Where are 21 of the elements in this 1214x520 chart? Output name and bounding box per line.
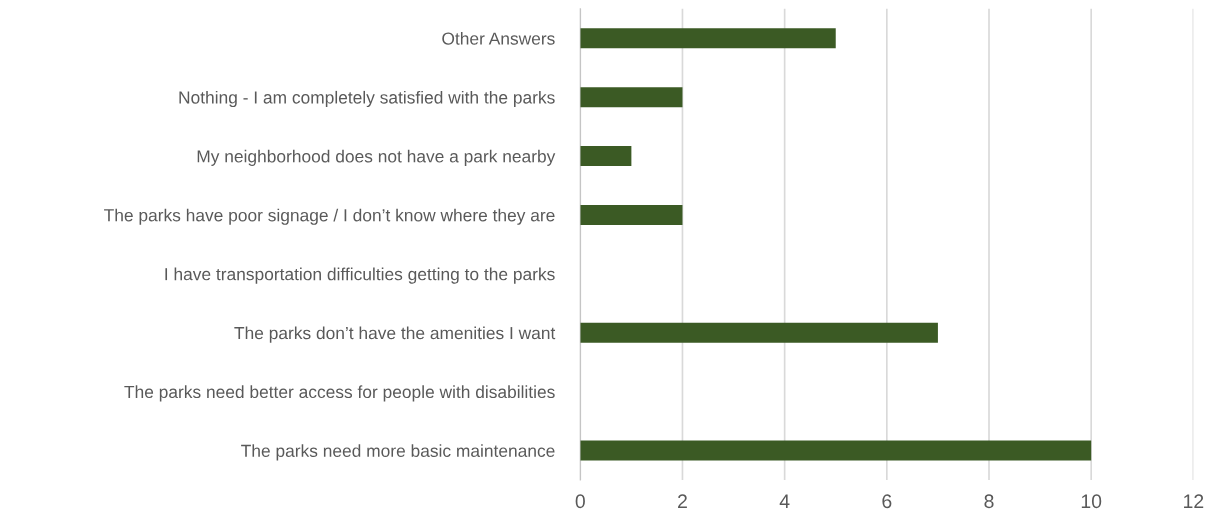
y-tick-label: I have transportation difficulties getting to the parks xyxy=(165,267,555,284)
bar xyxy=(580,87,683,108)
x-tick-label: 12 xyxy=(1184,494,1204,508)
bar xyxy=(580,204,683,225)
x-tick-label: 2 xyxy=(678,494,687,508)
x-tick-label: 10 xyxy=(1081,494,1102,509)
y-tick-label: The parks don’t have the amenities I want xyxy=(234,326,556,343)
y-tick-label: Other Answers xyxy=(442,31,555,45)
x-tick-label: 6 xyxy=(882,494,892,509)
y-tick-label: The parks need better access for people with disabilities xyxy=(124,385,555,402)
x-tick-label: 4 xyxy=(779,494,790,508)
y-tick-label: My neighborhood does not have a park nearby xyxy=(197,149,556,166)
bar xyxy=(580,322,938,343)
bar xyxy=(580,146,632,167)
y-tick-label: Nothing - I am completely satisfied with the parks xyxy=(179,90,555,108)
y-tick-label: The parks need more basic maintenance xyxy=(241,444,555,461)
x-tick-label: 8 xyxy=(984,494,994,509)
bar xyxy=(580,28,836,49)
x-tick-label: 0 xyxy=(575,494,585,509)
bar xyxy=(580,440,1092,461)
y-tick-label: The parks have poor signage / I don’t know where they are xyxy=(104,208,555,225)
